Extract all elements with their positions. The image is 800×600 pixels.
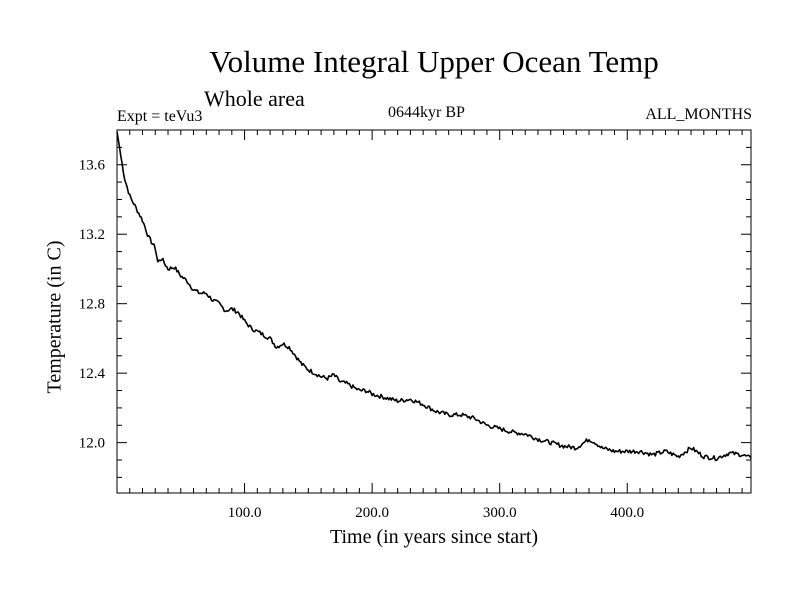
temperature-series-line: [116, 131, 752, 462]
x-tick-label: 400.0: [610, 505, 644, 521]
y-tick-label: 12.8: [79, 297, 105, 313]
x-tick-label: 200.0: [355, 505, 389, 521]
experiment-label: Expt = teVu3: [117, 108, 203, 125]
period-label: 0644kyr BP: [388, 104, 465, 121]
y-tick-label: 12.0: [79, 436, 105, 452]
y-tick-label: 13.6: [79, 158, 106, 174]
chart-subtitle: Whole area: [204, 86, 305, 111]
chart-title: Volume Integral Upper Ocean Temp: [209, 44, 659, 79]
x-tick-label: 300.0: [483, 505, 517, 521]
plot-frame: [116, 129, 752, 494]
y-tick-label: 13.2: [79, 227, 105, 243]
y-tick-label: 12.4: [79, 366, 106, 382]
x-tick-label: 100.0: [228, 505, 262, 521]
months-label: ALL_MONTHS: [645, 106, 752, 123]
x-axis-label: Time (in years since start): [329, 526, 539, 548]
